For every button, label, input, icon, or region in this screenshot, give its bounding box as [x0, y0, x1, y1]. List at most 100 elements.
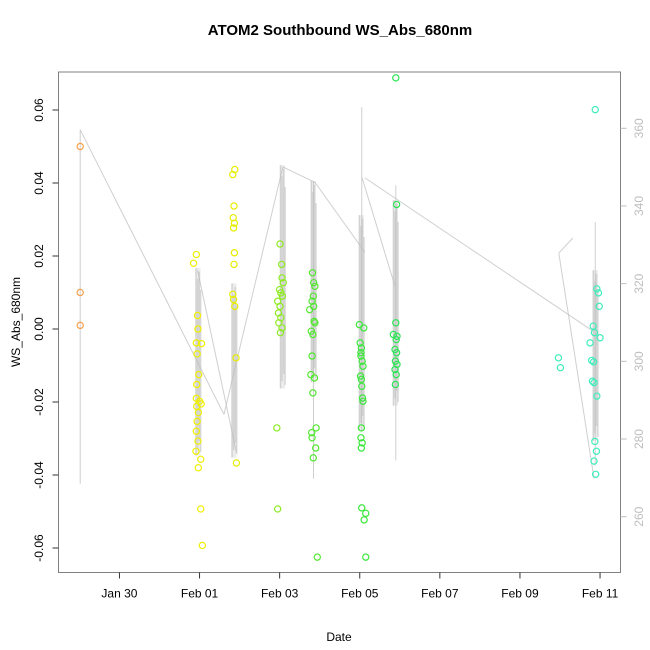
- y-tick-label: -0.06: [32, 534, 46, 562]
- data-point: [591, 470, 600, 478]
- data-point: [231, 302, 239, 311]
- data-point: [230, 260, 238, 269]
- data-point: [587, 356, 596, 365]
- data-point: [357, 344, 366, 352]
- data-point: [358, 382, 366, 391]
- data-point: [198, 541, 207, 550]
- data-point: [276, 302, 284, 311]
- data-point: [308, 297, 316, 305]
- data-point: [311, 444, 320, 452]
- data-point: [588, 377, 597, 385]
- data-point: [195, 370, 203, 379]
- right-tick-label: 300: [632, 351, 646, 371]
- data-point: [357, 375, 366, 384]
- data-point: [309, 278, 318, 287]
- data-point: [189, 259, 198, 267]
- data-point: [193, 380, 201, 389]
- data-point: [591, 437, 599, 446]
- data-point: [192, 447, 200, 455]
- data-point: [357, 434, 365, 442]
- data-point: [277, 260, 286, 269]
- y-tick-label: -0.04: [32, 461, 46, 489]
- data-point: [229, 295, 238, 304]
- data-point: [276, 328, 285, 337]
- data-point: [230, 219, 239, 227]
- data-point: [232, 354, 240, 362]
- data-point: [197, 339, 206, 348]
- data-point: [305, 305, 314, 314]
- data-point: [309, 292, 317, 300]
- data-point: [76, 142, 84, 151]
- data-point: [356, 372, 365, 380]
- data-point: [357, 444, 366, 452]
- data-point: [589, 358, 598, 366]
- connector-line: [364, 177, 593, 331]
- data-point: [309, 454, 317, 462]
- y-tick-label: 0.02: [32, 244, 46, 268]
- data-point: [278, 324, 286, 332]
- data-point: [556, 363, 565, 372]
- data-point: [229, 170, 237, 179]
- data-point: [360, 516, 368, 524]
- data-point: [392, 319, 400, 327]
- data-point: [192, 427, 201, 435]
- connector-line: [361, 177, 396, 287]
- data-point: [278, 292, 287, 300]
- data-point: [312, 424, 320, 432]
- data-point: [356, 339, 364, 347]
- connector-line: [79, 129, 225, 415]
- y-tick-label: 0.04: [32, 171, 46, 195]
- data-point: [229, 290, 237, 299]
- data-point: [308, 434, 316, 442]
- data-point: [278, 274, 286, 282]
- data-point: [192, 250, 201, 259]
- data-point: [275, 285, 284, 294]
- data-point: [279, 278, 287, 287]
- data-point: [193, 350, 201, 358]
- right-tick-label: 260: [632, 506, 646, 526]
- y-tick-label: -0.02: [32, 388, 46, 416]
- data-point: [391, 365, 399, 374]
- data-point: [197, 505, 205, 513]
- data-point: [307, 428, 316, 437]
- y-tick-label: 0.06: [32, 98, 46, 122]
- data-point: [358, 504, 366, 512]
- data-point: [309, 330, 317, 339]
- data-point: [193, 417, 201, 426]
- data-point: [359, 362, 367, 370]
- data-point: [392, 200, 401, 209]
- data-point: [273, 505, 282, 513]
- data-point: [357, 424, 366, 432]
- right-tick-label: 280: [632, 429, 646, 449]
- data-point: [359, 397, 367, 405]
- data-point: [313, 553, 321, 561]
- data-point: [357, 349, 365, 357]
- data-point: [229, 224, 238, 232]
- x-tick-label: Feb 09: [501, 587, 539, 601]
- data-point: [194, 325, 202, 333]
- data-point: [358, 357, 366, 365]
- right-tick-label: 340: [632, 196, 646, 216]
- data-point: [362, 553, 370, 561]
- data-point: [392, 335, 400, 344]
- data-point: [230, 249, 239, 257]
- data-point: [554, 354, 563, 362]
- data-point: [194, 464, 203, 472]
- connector-line: [314, 181, 366, 253]
- connector-line: [558, 253, 595, 479]
- data-point: [593, 285, 601, 293]
- x-tick-label: Feb 11: [582, 587, 619, 601]
- data-point: [592, 447, 601, 455]
- data-point: [192, 339, 201, 347]
- data-point: [308, 269, 317, 277]
- data-point: [358, 394, 367, 402]
- data-point: [357, 352, 365, 360]
- data-point: [360, 324, 368, 332]
- data-point: [193, 311, 202, 320]
- data-point: [593, 392, 601, 400]
- x-tick-label: Feb 05: [341, 587, 379, 601]
- data-point: [197, 455, 205, 464]
- data-point: [392, 370, 400, 379]
- data-point: [232, 459, 241, 467]
